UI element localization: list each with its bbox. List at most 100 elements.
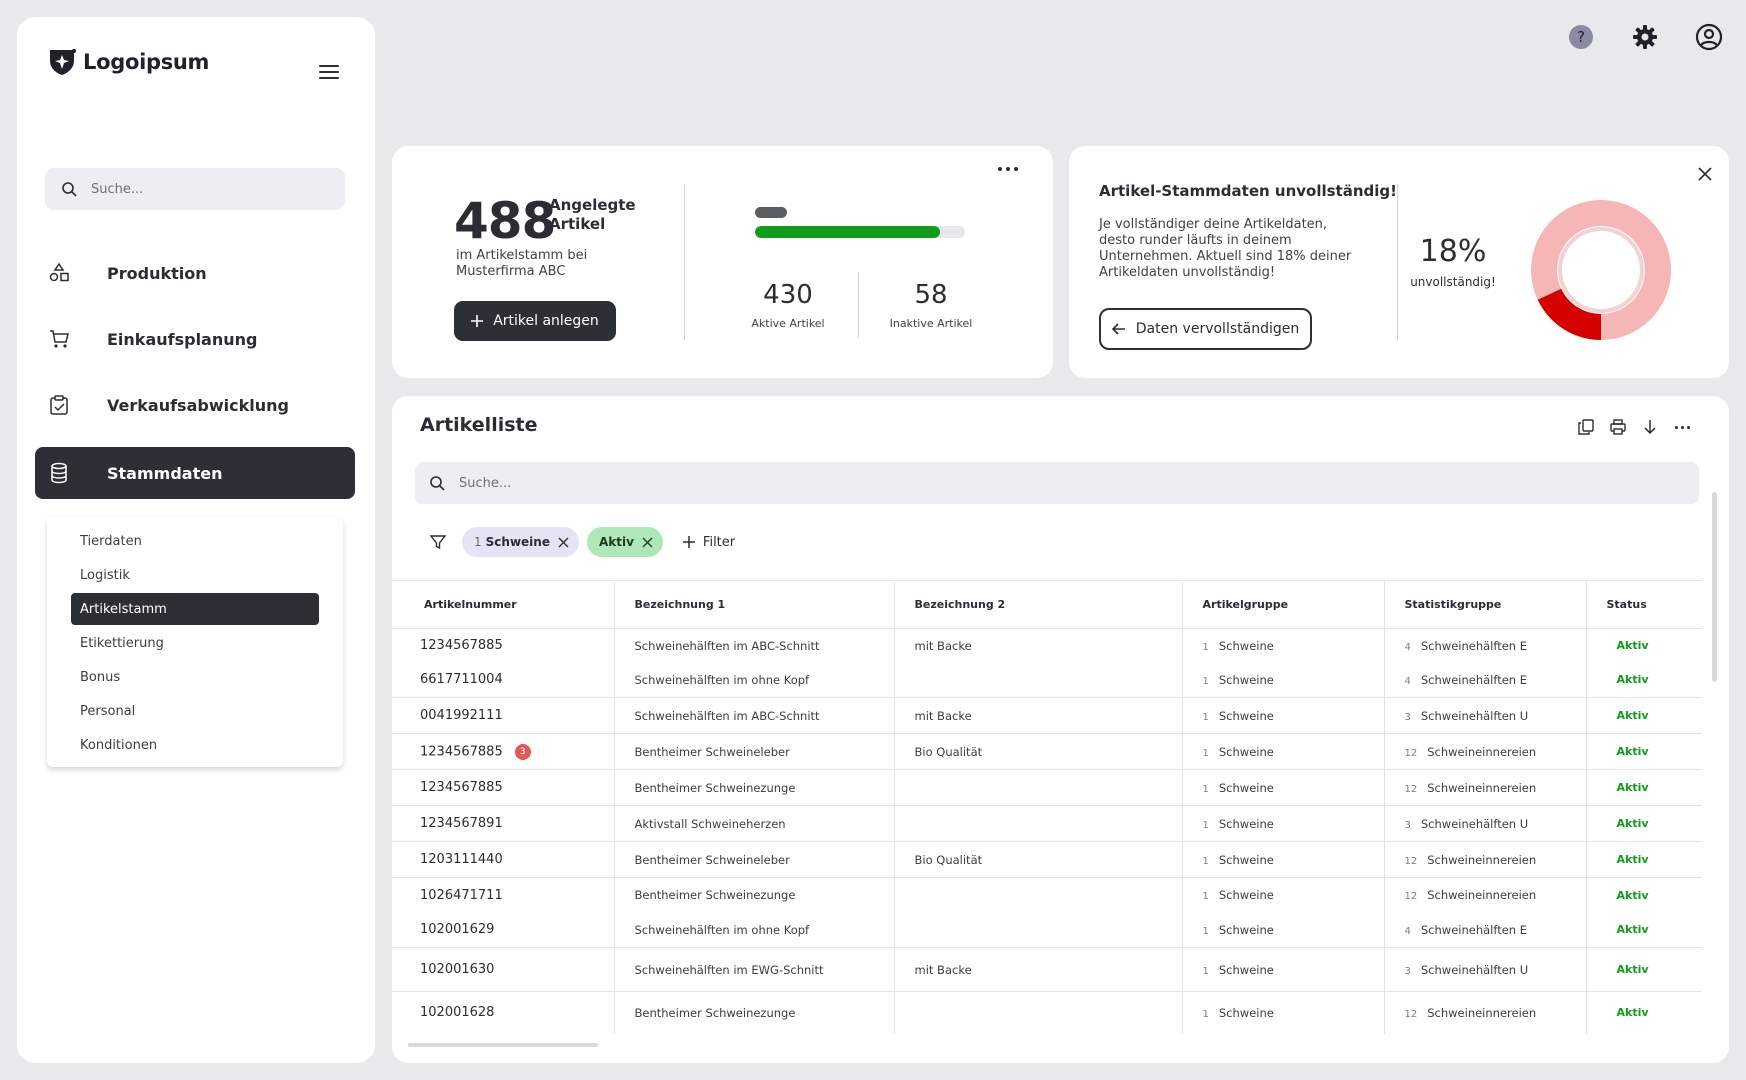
group-name: Schweine [1218,888,1274,903]
group-number: 1 [1202,711,1209,723]
cell-artikelgruppe: 1 Schweine [1181,769,1384,806]
nav-item-einkaufsplanung[interactable]: Einkaufsplanung [35,313,355,365]
group-number: 1 [1202,965,1209,977]
sidebar-search-input[interactable] [91,181,311,197]
cell-statistikgruppe: 12 Schweineinnereien [1383,841,1586,878]
filter-row: 1 Schweine Aktiv Filter [430,527,735,557]
submenu-item-personal[interactable]: Personal [80,703,136,719]
kpi-title: Angelegte Artikel [549,196,636,233]
cell-artikelgruppe: 1 Schweine [1181,628,1384,663]
copy-icon[interactable] [1577,418,1595,436]
column-header[interactable]: Statistikgruppe [1383,580,1586,629]
complete-data-button[interactable]: Daten vervollständigen [1099,308,1312,350]
group-number: 1 [1202,819,1209,831]
group-number: 1 [1202,891,1209,903]
article-number: 1234567885 [420,744,503,759]
table-row[interactable]: 102001629 Schweinehälften im ohne Kopf 1 Sc… [392,912,1702,948]
column-header[interactable]: Bezeichnung 2 [893,580,1182,629]
print-icon[interactable] [1609,418,1627,436]
close-icon[interactable] [558,537,569,548]
divider [684,184,685,340]
table-search-input[interactable] [459,475,1459,491]
search-icon [430,476,445,491]
cell-article-number: 1234567891 [392,805,614,842]
filter-chip-aktiv[interactable]: Aktiv [586,527,663,557]
menu-toggle-icon[interactable] [319,65,339,79]
group-name: Schweine [1218,1005,1274,1020]
close-icon[interactable] [642,537,653,548]
column-header[interactable]: Bezeichnung 1 [613,580,894,629]
column-header[interactable]: Artikelnummer [392,580,614,629]
status-badge: Aktiv [1585,697,1702,734]
nav-item-verkaufsabwicklung[interactable]: Verkaufsabwicklung [35,379,355,431]
submenu-item-konditionen[interactable]: Konditionen [80,737,158,753]
logo-text: Logoipsum [83,50,210,74]
cell-article-number: 102001629 [392,912,614,948]
submenu-item-artikelstamm[interactable]: Artikelstamm [71,593,319,625]
add-filter-button[interactable]: Filter [682,535,735,550]
group-number: 1 [1202,641,1209,653]
notification-badge[interactable]: 3 [514,743,531,760]
table-row[interactable]: 1234567891 Aktivstall Schweineherzen 1 Schw… [392,805,1702,842]
active-label: Aktive Artikel [751,317,825,330]
shapes-icon [49,262,69,282]
cell-statistikgruppe: 12 Schweineinnereien [1383,991,1586,1034]
submenu-item-bonus[interactable]: Bonus [80,669,121,685]
vertical-scrollbar[interactable] [1712,492,1717,682]
group-name: Schweine [1218,780,1274,795]
table-search[interactable] [415,462,1699,504]
close-icon[interactable] [1693,162,1717,186]
inactive-count: 58 [914,280,948,310]
table-row[interactable]: 102001628 Bentheimer Schweinezunge 1 Schwei… [392,991,1702,1034]
table-row[interactable]: 102001630 Schweinehälften im EWG-Schnitt m… [392,947,1702,992]
user-profile-icon[interactable] [1694,22,1724,52]
chip-label: Schweine [485,535,550,549]
filter-chip-schweine[interactable]: 1 Schweine [462,527,579,557]
group-name: Schweine [1218,672,1274,687]
horizontal-scrollbar[interactable] [408,1043,598,1047]
article-number: 6617711004 [420,672,503,688]
table-row[interactable]: 1026471711 Bentheimer Schweinezunge 1 Schwe… [392,877,1702,913]
add-article-label: Artikel anlegen [493,313,599,329]
stat-number: 12 [1404,783,1418,795]
donut-segment-incomplete [1537,288,1601,340]
add-article-button[interactable]: Artikel anlegen [454,301,616,341]
column-header[interactable]: Status [1585,580,1702,629]
stat-number: 3 [1404,711,1411,723]
filter-funnel-icon[interactable] [430,534,446,550]
warning-title: Artikel-Stammdaten unvollständig! [1099,182,1397,200]
column-header[interactable]: Artikelgruppe [1181,580,1384,629]
table-row[interactable]: 1234567885 Bentheimer Schweinezunge 1 Schwe… [392,769,1702,806]
cell-bezeichnung-2: Bio Qualität [893,841,1182,878]
table-row[interactable]: 1234567885 Schweinehälften im ABC-Schnitt… [392,628,1702,663]
group-number: 1 [1202,925,1209,937]
sidebar-search[interactable] [45,168,345,210]
stat-name: Schweineinnereien [1427,852,1537,867]
table-row[interactable]: 1234567885 3 Bentheimer Schweineleber Bio Q… [392,733,1702,770]
cell-bezeichnung-2 [893,769,1182,806]
logo[interactable]: Logoipsum [47,47,209,77]
submenu-item-etikettierung[interactable]: Etikettierung [80,635,164,651]
stat-name: Schweinehälften U [1420,816,1529,831]
more-options-icon[interactable] [998,167,1018,171]
cell-statistikgruppe: 4 Schweinehälften E [1383,628,1586,663]
cell-bezeichnung-1: Bentheimer Schweinezunge [613,877,894,913]
search-icon [62,182,77,197]
download-icon[interactable] [1641,418,1659,436]
submenu-item-tierdaten[interactable]: Tierdaten [80,533,142,549]
table-row[interactable]: 6617711004 Schweinehälften im ohne Kopf 1 S… [392,662,1702,698]
table-row[interactable]: 1203111440 Bentheimer Schweineleber Bio Qu… [392,841,1702,878]
help-icon[interactable]: ? [1566,22,1596,52]
cell-bezeichnung-1: Schweinehälften im ohne Kopf [613,912,894,948]
divider [858,272,859,338]
nav-item-stammdaten[interactable]: Stammdaten [35,447,355,499]
cell-bezeichnung-1: Schweinehälften im ABC-Schnitt [613,697,894,734]
nav-item-produktion[interactable]: Produktion [35,247,355,299]
submenu-item-logistik[interactable]: Logistik [80,567,130,583]
cell-bezeichnung-2 [893,912,1182,948]
more-options-icon[interactable] [1673,418,1691,436]
table-row[interactable]: 0041992111 Schweinehälften im ABC-Schnitt… [392,697,1702,734]
cell-artikelgruppe: 1 Schweine [1181,991,1384,1034]
settings-gear-icon[interactable] [1630,22,1660,52]
plus-icon [682,536,695,548]
